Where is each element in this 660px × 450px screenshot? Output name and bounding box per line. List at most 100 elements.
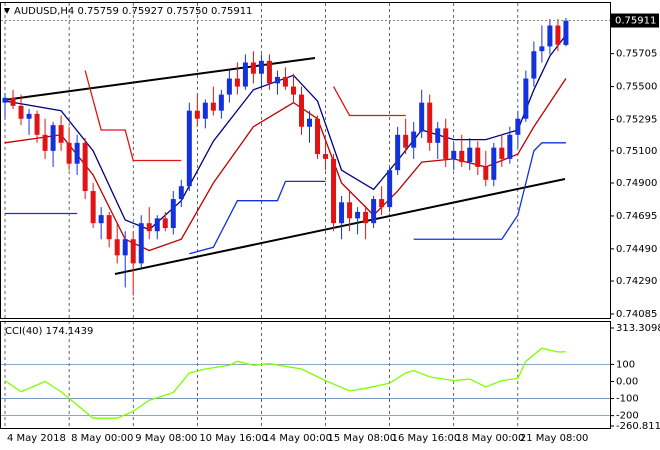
- candle-body: [395, 134, 401, 171]
- candle-body: [170, 199, 176, 228]
- candle-body: [523, 78, 529, 119]
- candle-body: [298, 94, 304, 127]
- candle-body: [355, 211, 361, 219]
- indicator-line: [84, 70, 406, 162]
- candle-body: [66, 142, 72, 164]
- candle-body: [106, 215, 112, 240]
- x-tick-label: 4 May 2018: [7, 433, 66, 444]
- cci-header: CCI(40) 174.1439: [5, 326, 93, 337]
- candle-body: [539, 46, 545, 52]
- candle-body: [331, 158, 337, 224]
- candle-body: [34, 113, 40, 135]
- candle-body: [531, 51, 537, 79]
- indicator-line: [4, 347, 566, 419]
- candle-body: [563, 20, 569, 45]
- x-tick-label: 14 May 00:00: [263, 433, 332, 444]
- candle-body: [403, 134, 409, 148]
- candle-body: [58, 125, 64, 143]
- y-tick-label: 0.74695: [616, 211, 657, 222]
- y-tick-label: 0.74900: [616, 178, 657, 189]
- candle-body: [114, 239, 120, 256]
- candle-body: [194, 110, 200, 119]
- y-tick-label: 0.74290: [616, 276, 657, 287]
- y-tick-label: 313.3098: [616, 323, 660, 334]
- candle-body: [371, 199, 377, 224]
- candle-body: [307, 118, 313, 127]
- candle-body: [475, 147, 481, 167]
- panel-icon: [4, 8, 10, 14]
- y-tick-label: 0.74085: [616, 309, 657, 320]
- candle-body: [162, 218, 168, 228]
- candle-body: [555, 25, 561, 45]
- candle-body: [499, 147, 505, 159]
- candle-body: [515, 118, 521, 135]
- candle-body: [242, 62, 248, 87]
- candle-body: [82, 142, 88, 192]
- candle-body: [234, 78, 240, 87]
- candle-body: [467, 147, 473, 163]
- x-tick-label: 18 May 00:00: [456, 433, 525, 444]
- candle-body: [315, 118, 321, 155]
- candle-body: [202, 102, 208, 119]
- candle-body: [218, 94, 224, 111]
- price-box: [611, 13, 659, 28]
- x-tick-label: 21 May 08:00: [520, 433, 589, 444]
- candle-body: [50, 125, 56, 151]
- candle-body: [74, 142, 80, 164]
- candle-body: [459, 150, 465, 163]
- candle-body: [363, 211, 369, 224]
- candle-body: [507, 134, 513, 159]
- candle-body: [547, 25, 553, 47]
- candle-body: [411, 131, 417, 148]
- candle-body: [178, 186, 184, 200]
- candle-body: [443, 128, 449, 159]
- x-tick-label: 15 May 08:00: [328, 433, 397, 444]
- candle-body: [26, 113, 32, 119]
- candle-body: [210, 102, 216, 111]
- price-label: 0.75911: [615, 16, 656, 27]
- candle-body: [435, 128, 441, 143]
- candle-body: [491, 147, 497, 180]
- candle-body: [323, 154, 329, 159]
- candle-body: [282, 76, 288, 87]
- candle-body: [483, 166, 489, 180]
- candle-body: [258, 60, 264, 74]
- y-tick-label: 0.74490: [616, 244, 657, 255]
- candle-body: [250, 62, 256, 74]
- candle-body: [186, 110, 192, 187]
- candle-body: [98, 215, 104, 224]
- candle-body: [347, 202, 353, 219]
- y-tick-label: -260.8119: [616, 421, 660, 432]
- x-tick-label: 10 May 16:00: [199, 433, 268, 444]
- x-tick-label: 9 May 08:00: [135, 433, 197, 444]
- candle-body: [274, 76, 280, 84]
- trendline: [114, 178, 566, 275]
- candle-body: [266, 60, 272, 84]
- candle-body: [130, 239, 136, 264]
- candle-body: [90, 191, 96, 224]
- indicator-line: [4, 78, 567, 252]
- candle-body: [154, 218, 160, 232]
- candle-body: [10, 97, 16, 106]
- indicator-line: [5, 142, 566, 255]
- candle-body: [42, 134, 48, 151]
- y-tick-label: 0.75100: [616, 146, 657, 157]
- y-tick-label: -100: [616, 394, 639, 405]
- indicator-line: [4, 34, 567, 231]
- y-tick-label: 0.75500: [616, 82, 657, 93]
- y-tick-label: -200: [616, 411, 639, 422]
- candle-body: [122, 239, 128, 256]
- x-tick-label: 8 May 00:00: [71, 433, 133, 444]
- price-panel: [0, 2, 611, 319]
- y-tick-label: 100: [616, 359, 635, 370]
- candle-body: [146, 223, 152, 232]
- candle-body: [419, 102, 425, 132]
- candle-body: [339, 202, 345, 224]
- candle-body: [226, 78, 232, 95]
- candle-body: [379, 199, 385, 208]
- y-tick-label: 0.00: [616, 376, 638, 387]
- candle-body: [290, 86, 296, 95]
- candle-body: [2, 97, 8, 103]
- y-tick-label: 0.75705: [616, 49, 657, 60]
